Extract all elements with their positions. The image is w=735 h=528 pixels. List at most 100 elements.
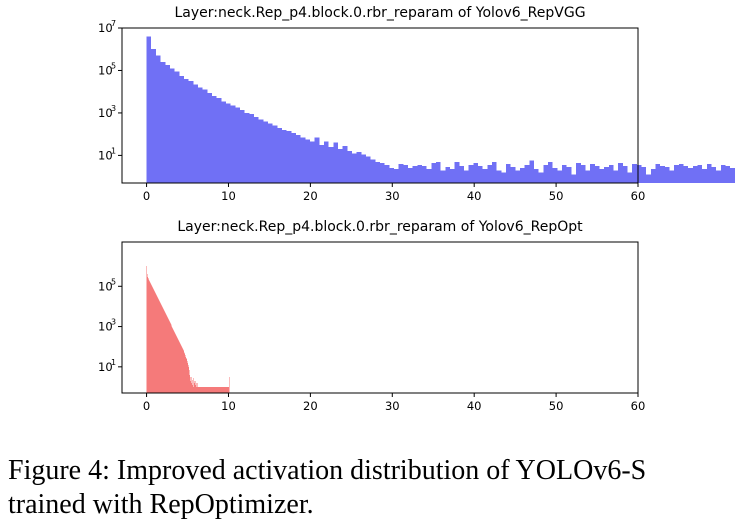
histogram-bar xyxy=(149,280,150,393)
histogram-bar xyxy=(220,386,222,393)
chart-repvgg: Layer:neck.Rep_p4.block.0.rbr_reparam of… xyxy=(98,5,735,203)
histogram-bar xyxy=(204,386,206,393)
histogram-bar xyxy=(229,376,230,393)
histogram-bar xyxy=(219,386,221,393)
histogram-bar xyxy=(158,300,160,393)
histogram-bar xyxy=(258,119,264,183)
histogram-bar xyxy=(520,168,525,183)
y-tick-exponent: 3 xyxy=(111,104,116,113)
histogram-bar xyxy=(190,382,192,393)
caption-text: Improved activation distribution of YOLO… xyxy=(8,455,654,520)
histogram-bar xyxy=(165,65,170,183)
histogram-bar xyxy=(182,349,184,393)
x-tick-label: 20 xyxy=(303,399,318,413)
histogram-bar xyxy=(171,325,172,393)
histogram-bar xyxy=(571,174,577,183)
histogram-bar xyxy=(197,386,199,393)
histogram-bar xyxy=(152,287,154,393)
histogram-bar xyxy=(319,144,324,183)
histogram-bar xyxy=(157,297,158,393)
x-tick-label: 50 xyxy=(549,189,564,203)
histogram-bar xyxy=(412,166,418,183)
histogram-bar xyxy=(454,161,460,183)
histogram-bar xyxy=(179,341,180,393)
histogram-bar xyxy=(263,121,268,183)
histogram-bar xyxy=(175,333,176,393)
histogram-bar xyxy=(678,163,684,183)
histogram-bar xyxy=(154,291,156,393)
y-tick-label: 10 xyxy=(98,320,113,334)
histogram-bar xyxy=(147,277,149,393)
histogram-bar xyxy=(375,161,380,183)
histogram-bar xyxy=(184,353,186,393)
histogram-bar xyxy=(636,164,642,183)
x-tick-label: 60 xyxy=(631,399,646,413)
histogram-bar xyxy=(212,386,214,393)
histogram-bar xyxy=(482,169,488,183)
histogram-bar xyxy=(506,163,511,183)
histogram-bar xyxy=(361,154,366,183)
histogram-bar xyxy=(189,376,191,393)
histogram-bar xyxy=(702,169,707,183)
histogram-bar xyxy=(191,376,192,393)
histogram-bar xyxy=(178,340,180,393)
histogram-bar xyxy=(228,386,229,393)
x-tick-label: 0 xyxy=(143,399,150,413)
histogram-bar xyxy=(181,346,183,393)
histogram-bar xyxy=(529,160,535,183)
histogram-bar xyxy=(720,164,726,183)
histogram-bar xyxy=(159,302,161,393)
histogram-bar xyxy=(515,170,521,183)
histogram-bar xyxy=(189,374,190,393)
histogram-bar xyxy=(168,319,169,393)
histogram-bar xyxy=(195,386,197,393)
x-tick-label: 50 xyxy=(549,399,564,413)
histogram-bar xyxy=(165,314,167,393)
histogram-bar xyxy=(632,163,637,183)
histogram-bar xyxy=(351,153,357,183)
histogram-bar xyxy=(174,331,175,393)
histogram-bar xyxy=(468,164,474,183)
histogram-bar xyxy=(221,101,226,183)
histogram-bar xyxy=(147,274,148,393)
y-tick-label: 10 xyxy=(98,106,113,120)
histogram-bar xyxy=(613,170,619,183)
histogram-bar xyxy=(487,164,493,183)
histogram-bar xyxy=(153,290,155,393)
histogram-bar xyxy=(249,113,254,183)
histogram-bar xyxy=(191,384,193,393)
x-axis: 0 10 20 30 40 50 60 xyxy=(143,393,645,413)
histogram-bar xyxy=(209,386,211,393)
histogram-bar xyxy=(160,61,166,183)
histogram-bar xyxy=(158,299,159,393)
histogram-bar xyxy=(199,386,200,393)
histogram-bar xyxy=(183,78,189,183)
histogram-bar xyxy=(683,166,689,183)
histogram-bar xyxy=(286,130,292,183)
histogram-bar xyxy=(176,336,178,393)
histogram-bar xyxy=(198,386,200,393)
x-tick-label: 40 xyxy=(467,189,482,203)
histogram-bar xyxy=(156,296,158,393)
histogram-bar xyxy=(314,137,320,183)
histogram-bar xyxy=(309,141,315,183)
histogram-bar xyxy=(295,135,301,183)
histogram-bar xyxy=(213,386,215,393)
histogram-bar xyxy=(204,386,205,393)
histogram-bar xyxy=(692,166,698,183)
histogram-bar xyxy=(730,168,735,183)
histogram-bar xyxy=(203,386,204,393)
histogram-bar xyxy=(492,161,497,183)
axes-frame xyxy=(121,241,639,394)
histogram-bar xyxy=(174,71,180,183)
histogram-bar xyxy=(548,161,553,183)
histogram-bar xyxy=(604,167,609,183)
histogram-bar xyxy=(218,386,219,393)
histogram-bar xyxy=(199,386,201,393)
chart-title: Layer:neck.Rep_p4.block.0.rbr_reparam of… xyxy=(177,219,583,235)
histogram-bar xyxy=(218,386,220,393)
histogram-bar xyxy=(239,109,245,183)
histogram-bar xyxy=(150,282,151,393)
histogram-bar xyxy=(403,164,409,183)
